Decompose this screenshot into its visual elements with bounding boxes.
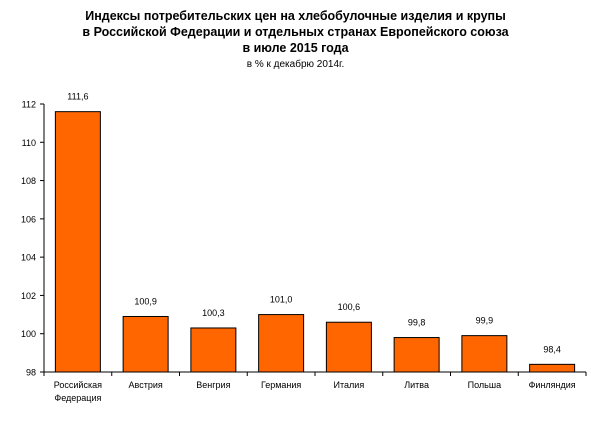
y-tick-label: 108	[21, 176, 36, 186]
chart-subtitle: в % к декабрю 2014г.	[246, 59, 345, 70]
bar-value-label: 98,4	[543, 344, 561, 354]
bar-value-label: 101,0	[270, 295, 293, 305]
x-category-label: Финляндия	[529, 380, 576, 390]
bar	[461, 335, 508, 373]
y-tick-label: 102	[21, 291, 36, 301]
x-category-label: Федерация	[54, 393, 101, 403]
bar-value-label: 100,6	[338, 302, 361, 312]
bar-value-label: 99,8	[408, 318, 426, 328]
bar-value-label: 100,3	[202, 308, 225, 318]
y-tick-label: 104	[21, 253, 36, 263]
x-category-label: Австрия	[129, 380, 163, 390]
bar	[258, 314, 305, 373]
x-category-label: Польша	[468, 380, 501, 390]
x-category-label: Германия	[261, 380, 301, 390]
bar	[393, 337, 440, 373]
bar-value-label: 99,9	[476, 316, 494, 326]
bar	[325, 321, 372, 373]
x-category-label: Российская	[54, 380, 102, 390]
chart-title-line-1: Индексы потребительских цен на хлебобуло…	[85, 9, 506, 23]
y-tick-label: 112	[22, 100, 36, 110]
chart-title-line-2: в Российской Федерации и отдельных стран…	[82, 25, 509, 39]
x-category-label: Литва	[404, 380, 429, 390]
bar-value-label: 111,6	[67, 92, 88, 102]
bar	[54, 111, 101, 373]
y-tick-label: 98	[26, 368, 36, 378]
x-category-label: Венгрия	[196, 380, 230, 390]
y-tick-label: 110	[22, 138, 36, 148]
bar	[190, 327, 237, 373]
y-tick-label: 100	[21, 329, 36, 339]
bar-value-label: 100,9	[134, 296, 157, 306]
bar	[122, 315, 169, 373]
x-category-label: Италия	[334, 380, 365, 390]
y-tick-label: 106	[21, 214, 36, 224]
chart-title-line-3: в июле 2015 года	[242, 41, 349, 55]
chart-title-block: Индексы потребительских цен на хлебобуло…	[0, 8, 591, 72]
bar	[529, 363, 576, 373]
